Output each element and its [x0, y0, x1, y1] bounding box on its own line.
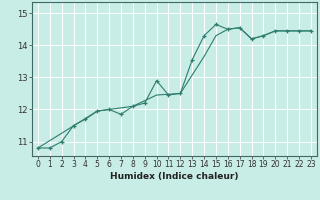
- X-axis label: Humidex (Indice chaleur): Humidex (Indice chaleur): [110, 172, 239, 181]
